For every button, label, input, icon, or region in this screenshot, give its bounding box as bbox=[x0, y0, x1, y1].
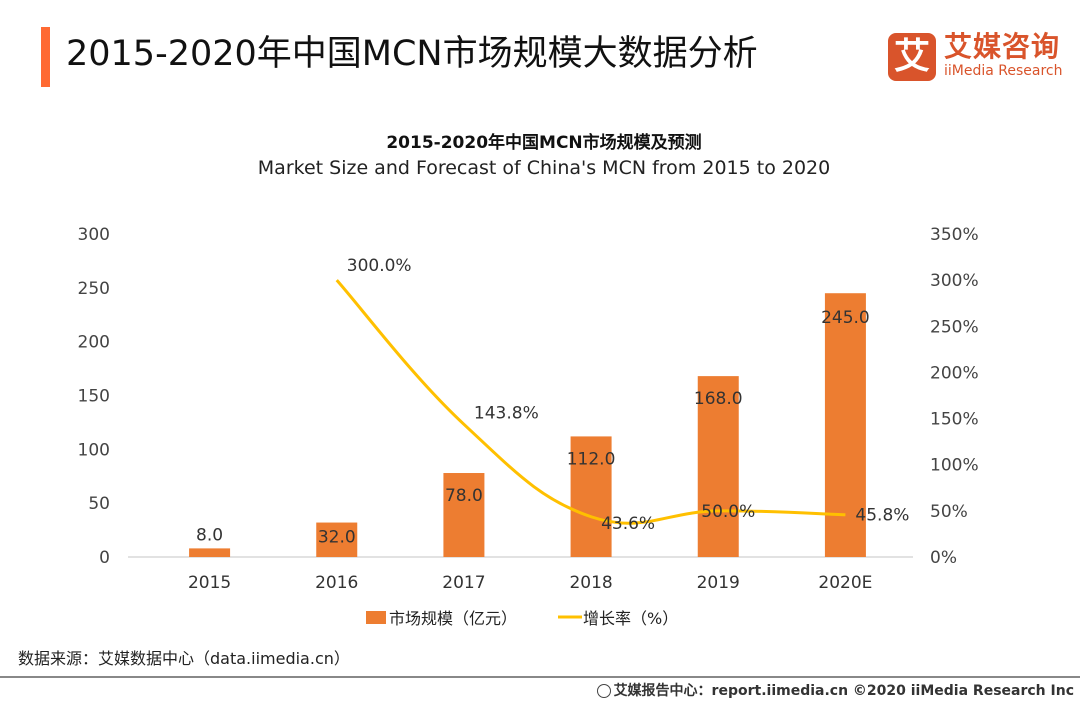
x-tick-label: 2020E bbox=[818, 573, 872, 593]
x-tick-label: 2016 bbox=[315, 573, 358, 593]
y-right-tick-label: 300% bbox=[930, 271, 979, 291]
y-right-tick-label: 250% bbox=[930, 317, 979, 337]
page-title: 2015-2020年中国MCN市场规模大数据分析 bbox=[66, 34, 758, 74]
chart-title: 2015-2020年中国MCN市场规模及预测 bbox=[386, 133, 702, 153]
bar bbox=[443, 473, 485, 557]
x-tick-label: 2017 bbox=[442, 573, 485, 593]
bar-value-label: 112.0 bbox=[567, 449, 616, 469]
chart-subtitle: Market Size and Forecast of China's MCN … bbox=[257, 157, 831, 179]
bar bbox=[316, 522, 358, 557]
y-right-tick-label: 0% bbox=[930, 548, 957, 568]
y-left-tick-label: 250 bbox=[78, 279, 110, 299]
y-left-tick-label: 100 bbox=[78, 440, 110, 460]
y-left-tick-label: 0 bbox=[99, 548, 110, 568]
bar-value-label: 245.0 bbox=[821, 308, 870, 328]
y-left-tick-label: 50 bbox=[88, 494, 110, 514]
bar-value-label: 32.0 bbox=[318, 528, 356, 548]
bar bbox=[570, 436, 612, 557]
footer-text: 艾媒报告中心：report.iimedia.cn ©2020 iiMedia R… bbox=[613, 683, 1074, 699]
line-value-label: 300.0% bbox=[347, 256, 412, 276]
logo-mark-icon: 艾 bbox=[888, 33, 936, 81]
footer-divider bbox=[0, 676, 1080, 678]
y-right-tick-label: 350% bbox=[930, 225, 979, 245]
x-tick-label: 2015 bbox=[188, 573, 231, 593]
bar-value-label: 78.0 bbox=[445, 486, 483, 506]
x-tick-label: 2019 bbox=[697, 573, 740, 593]
bar-value-label: 8.0 bbox=[196, 525, 223, 545]
x-tick-label: 2018 bbox=[569, 573, 612, 593]
logo-name-cn: 艾媒咨询 bbox=[944, 30, 1061, 63]
bar bbox=[189, 548, 231, 557]
y-right-tick-label: 50% bbox=[930, 502, 968, 522]
y-right-tick-label: 150% bbox=[930, 410, 979, 430]
line-value-label: 143.8% bbox=[474, 403, 539, 423]
growth-rate-line bbox=[335, 279, 846, 525]
line-value-label: 50.0% bbox=[701, 502, 755, 522]
y-right-tick-label: 100% bbox=[930, 456, 979, 476]
legend-swatch-bar bbox=[366, 611, 386, 624]
line-value-label: 43.6% bbox=[601, 514, 655, 534]
title-accent-bar bbox=[41, 27, 50, 87]
bar-value-label: 168.0 bbox=[694, 389, 743, 409]
legend-label-bar: 市场规模（亿元） bbox=[389, 609, 517, 628]
legend-label-line: 增长率（%） bbox=[583, 609, 678, 628]
y-left-tick-label: 200 bbox=[78, 333, 110, 353]
iimedia-logo: 艾 艾媒咨询 iiMedia Research bbox=[888, 30, 1068, 81]
bar bbox=[697, 376, 739, 557]
data-source: 数据来源：艾媒数据中心（data.iimedia.cn） bbox=[18, 649, 350, 668]
y-left-tick-label: 150 bbox=[78, 387, 110, 407]
logo-name-en: iiMedia Research bbox=[944, 63, 1063, 79]
y-left-tick-label: 300 bbox=[78, 225, 110, 245]
globe-icon bbox=[596, 684, 611, 698]
footer: 艾媒报告中心：report.iimedia.cn ©2020 iiMedia R… bbox=[596, 680, 1074, 700]
y-right-tick-label: 200% bbox=[930, 363, 979, 383]
line-value-label: 45.8% bbox=[855, 506, 909, 526]
